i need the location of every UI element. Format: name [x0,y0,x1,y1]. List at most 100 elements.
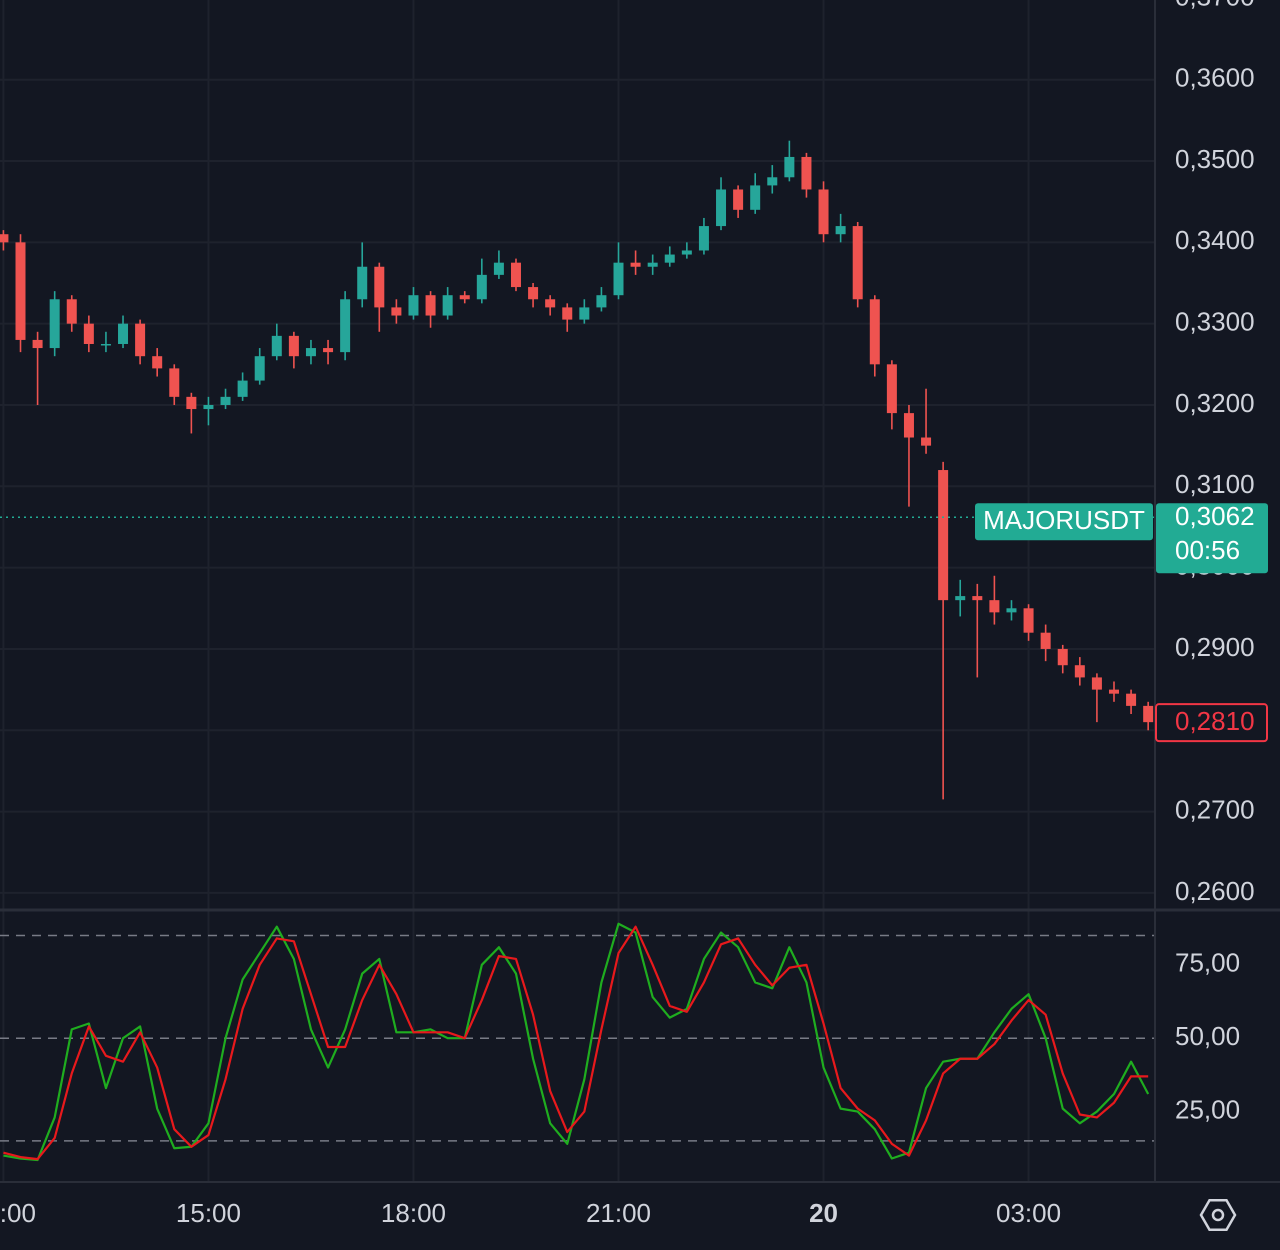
candle-body [869,299,880,365]
candle-body [32,339,43,349]
x-tick-label: 03:00 [996,1198,1061,1228]
candle-body [528,287,539,300]
candle-body [1143,705,1154,723]
candle-body [767,177,778,186]
candle-body [750,185,761,210]
candle-body [630,262,641,267]
x-tick-label: 21:00 [586,1198,651,1228]
y-tick-label: 0,3700 [1175,0,1255,11]
x-tick-label: 18:00 [381,1198,446,1228]
candle-body [425,295,436,316]
x-tick-label: 20 [809,1198,838,1228]
candle-body [545,299,556,308]
candle-body [1006,608,1017,613]
candle-body [305,348,316,357]
candle-body [784,156,795,178]
candle-body [374,266,385,308]
candle-body [818,189,829,235]
candle-body [152,356,163,369]
current-price-label: 0,3062 [1175,501,1255,531]
candle-body [271,335,282,357]
candle-body [66,299,77,324]
candle-body [613,262,624,296]
candle-body [254,356,265,381]
candle-body [664,254,675,263]
y-tick-label: 50,00 [1175,1021,1240,1051]
candle-body [220,396,231,405]
candle-body [0,234,9,243]
candle-body [408,295,419,316]
candle-body [357,266,368,300]
candle-body [476,274,487,300]
candle-body [493,262,504,275]
candle-body [83,323,94,344]
oscillator-line [3,922,1150,1162]
candle-body [716,189,727,227]
candle-body [562,307,573,320]
candle-body [100,343,111,346]
candle-body [1057,648,1068,666]
y-tick-label: 0,3300 [1175,307,1255,337]
symbol-label: MAJORUSDT [983,505,1145,535]
x-tick-label: 15:00 [176,1198,241,1228]
y-tick-label: 0,2700 [1175,794,1255,824]
candle-body [972,596,983,601]
candle-body [1126,693,1137,706]
y-tick-label: 0,3200 [1175,388,1255,418]
candle-body [1074,665,1085,678]
symbol-tag [975,503,1153,541]
candle-body [135,323,146,357]
plot [0,140,1155,1162]
candle-body [442,295,453,316]
candle-body [886,364,897,414]
candle-body [579,307,590,320]
candle-body [921,437,932,446]
candle-body [1091,677,1102,690]
settings-icon [1199,1199,1237,1231]
candle-body [118,323,129,344]
candle-body [647,262,658,267]
candle-body [989,600,1000,613]
y-tick-label: 75,00 [1175,948,1240,978]
candle-body [203,404,214,410]
candle-body [510,262,521,288]
candle-body [49,299,60,349]
candle-body [323,348,334,353]
y-tick-label: 0,2900 [1175,632,1255,662]
x-tick-label: 12:00 [0,1198,36,1228]
candle-body [698,226,709,251]
y-tick-label: 0,3100 [1175,469,1255,499]
candle-body [237,380,248,397]
settings-button[interactable] [1199,1199,1237,1231]
candle-body [459,295,470,300]
candle-body [1040,632,1051,649]
candle-body [1108,689,1119,694]
last-price-label: 0,2810 [1175,706,1255,736]
candle-body [186,396,197,410]
candle-body [1023,608,1034,633]
y-tick-label: 0,3600 [1175,63,1255,93]
candle-body [340,299,351,353]
candle-body [391,307,402,316]
candle-body [801,156,812,190]
candle-body [955,596,966,601]
oscillator-line [3,925,1149,1161]
y-tick-label: 0,2600 [1175,876,1255,906]
current-price-tag [1156,503,1268,574]
settings-icon-center [1211,1208,1225,1222]
candle-body [596,295,607,308]
last-price-tag [1155,703,1268,743]
grid [0,0,1155,1182]
y-tick-label: 25,00 [1175,1094,1240,1124]
candle-body [169,368,180,397]
candle-body [733,189,744,210]
candle-body [852,226,863,300]
candle-body [15,242,26,340]
candle-body [681,250,692,255]
candle-body [288,335,299,357]
y-tick-label: 0,3500 [1175,144,1255,174]
candle-body [903,413,914,438]
